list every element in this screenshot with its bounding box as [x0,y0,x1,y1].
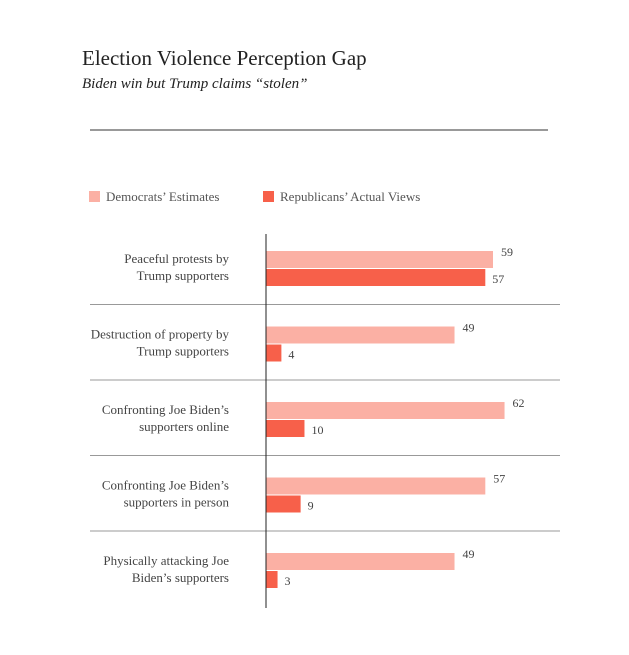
bar-republicans [266,420,305,437]
category-label-line: Confronting Joe Biden’s [102,478,229,493]
bar-republicans [266,571,278,588]
category-label-line: Trump supporters [137,344,229,359]
bar-democrats [266,477,486,495]
value-label-democrats: 49 [463,321,475,335]
legend-label-democrats: Democrats’ Estimates [106,189,219,204]
bar-democrats [266,326,455,344]
value-label-republicans: 10 [311,423,323,437]
category-label-line: supporters online [139,419,229,434]
legend-label-republicans: Republicans’ Actual Views [280,189,420,204]
value-label-democrats: 57 [493,472,505,486]
category-label-line: Biden’s supporters [132,570,229,585]
category-label: Destruction of property by Trump supporte… [91,327,230,359]
category-label: Physically attacking Joe Biden’s supporte… [103,553,229,585]
bar-democrats [266,251,493,268]
category-label: Peaceful protests by Trump supporters [124,251,229,283]
bar-democrats [266,553,455,570]
plot-area: Peaceful protests by Trump supporters 59 57… [90,234,560,608]
category-label-line: Peaceful protests by [124,251,229,266]
legend-swatch-democrats [89,191,100,202]
legend-swatch-republicans [263,191,274,202]
bar-democrats [266,402,505,419]
value-label-democrats: 59 [501,245,513,259]
value-label-republicans: 9 [308,499,314,513]
category-label: Confronting Joe Biden’s supporters online [102,402,229,434]
bar-republicans [266,269,486,286]
category-label: Confronting Joe Biden’s supporters in per… [102,478,230,510]
bar-republicans [266,495,301,513]
value-label-republicans: 3 [285,574,291,588]
value-label-democrats: 49 [463,547,475,561]
category-label-line: supporters in person [124,495,230,510]
category-label-line: Destruction of property by [91,327,230,342]
category-label-line: Trump supporters [137,268,229,283]
category-label-line: Confronting Joe Biden’s [102,402,229,417]
chart-title: Election Violence Perception Gap [82,46,367,70]
chart-subtitle: Biden win but Trump claims “stolen” [82,76,307,92]
bar-republicans [266,344,282,362]
value-label-democrats: 62 [513,396,525,410]
value-label-republicans: 4 [288,348,294,362]
value-label-republicans: 57 [492,272,504,286]
category-label-line: Physically attacking Joe [103,553,229,568]
